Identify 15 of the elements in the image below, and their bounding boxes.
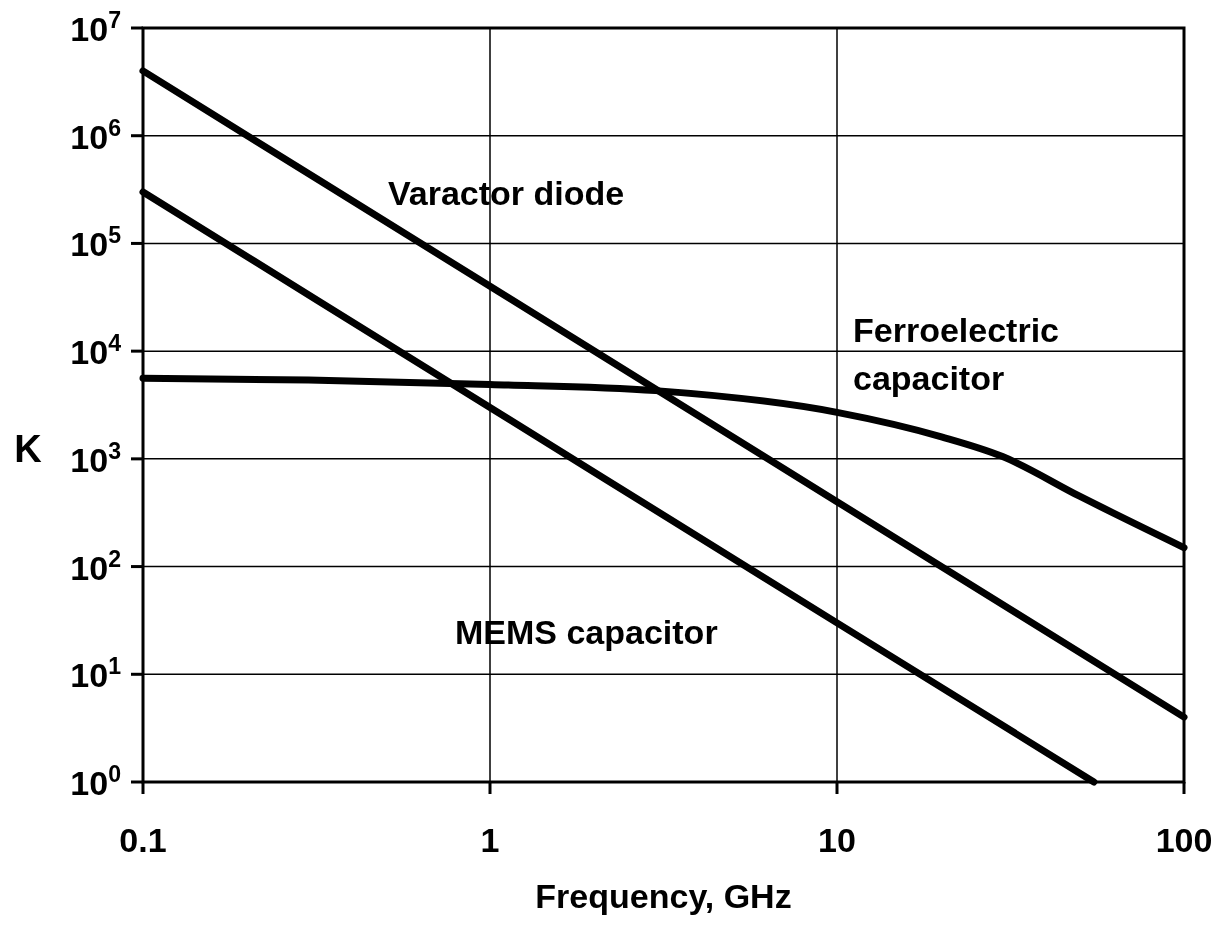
y-tick-label: 10$^{0}$ [70, 761, 121, 802]
y-tick-label: 10$^{3}$ [70, 437, 122, 479]
x-tick-label: 100 [1155, 821, 1213, 859]
x-axis-title: Frequency, GHz [535, 877, 792, 915]
series-label: Ferroelectric capacitor [853, 311, 1059, 397]
x-tick-label: 1 [480, 821, 500, 859]
y-tick-label: 10$^{4}$ [70, 330, 122, 372]
y-tick-label: 10$^{2}$ [70, 545, 121, 587]
y-tick-label: 10$^{1}$ [70, 653, 122, 695]
y-tick-label: 10$^{7}$ [70, 7, 121, 48]
y-tick-label: 10$^{6}$ [70, 114, 122, 156]
x-tick-label: 0.1 [119, 821, 167, 859]
x-tick-label: 10 [818, 821, 856, 859]
y-axis-title: K [14, 428, 43, 470]
y-tick-label: 10$^{5}$ [70, 222, 122, 264]
